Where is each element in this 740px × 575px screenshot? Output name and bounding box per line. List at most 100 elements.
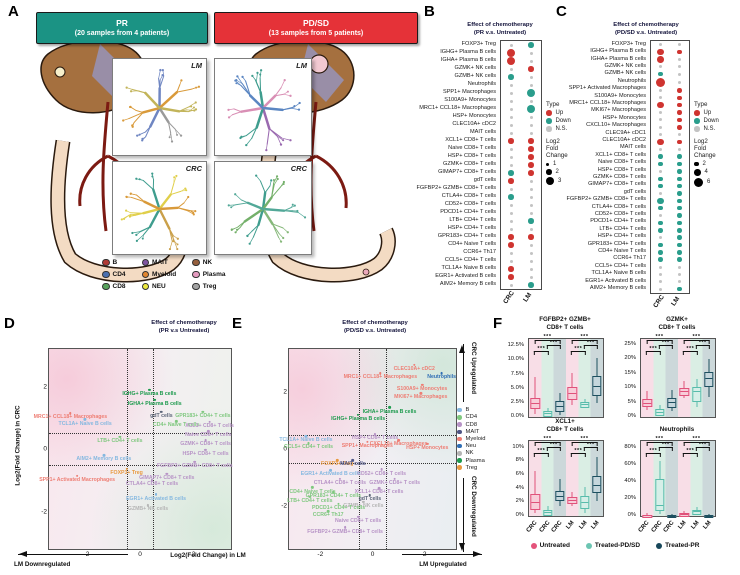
dot-cell [651,77,670,87]
treatment-color-dot [585,542,592,549]
box [579,496,590,510]
cell-type-label: GZMK+ CD8+ T cells [443,161,496,167]
y-tick-label: 12.5% [507,342,524,349]
dot-cell [501,65,521,73]
panel-e-lineage-legend: B CD4 CD8 MAIT Myeloid Neu NK Plasma Treg [457,406,507,472]
expression-dot [677,102,682,108]
type-legend-title: Type [546,101,560,108]
cell-type-label: HSP+ CD8+ T cells [597,166,646,173]
expression-dot [508,194,514,200]
expression-dot [528,162,534,168]
expression-dot [657,138,664,146]
lineage-color-dot [457,436,462,442]
expression-dot [529,115,533,119]
type-legend-title: Type [694,101,708,108]
dot-cell [501,89,521,97]
scatter-point: XCL1+ CD8+ T cells [185,420,234,428]
dot-cell [651,153,670,160]
inset-tag: CRC [290,164,307,173]
cell-type-label: CCL5+ CD4+ T cells [594,262,646,269]
dot-cell [501,137,521,145]
scatter-point: MRC1+ CCL18+ Macrophages [344,371,417,380]
dot-row [651,56,689,63]
expression-dot [529,187,533,191]
panel-b-label: B [424,3,435,20]
lineage-legend-item: MAIT [141,257,177,268]
lineage-color-dot [457,443,462,449]
point-dot [326,509,330,513]
lineage-legend-label: Plasma [202,271,226,278]
point-label: Naive CD8+ T cells [335,517,382,524]
point-dot [356,413,360,417]
dot-cell [670,138,689,145]
panel-c-title-line1: Effect of chemotherapy [613,22,679,28]
lineage-legend-label: NEU [152,283,166,290]
box [667,398,677,409]
lineage-legend-item: Myeloid [457,436,507,442]
expression-dot [659,118,662,122]
median-line [692,391,701,392]
y-tick-label: 25% [624,340,636,347]
point-dot [125,467,128,470]
expression-dot [508,274,514,280]
expression-dot [677,139,682,145]
scatter-point: XCL1+ CD8+ T cells [355,487,403,495]
size-legend-item: 2 [546,169,588,175]
lineage-legend-item: B [457,407,507,413]
significance-bracket: *** [683,448,698,457]
treatment-legend-item: Treated-PD/SD [585,542,640,549]
scatter-point: Neutrophils [427,371,456,380]
type-legend-item: Down [546,118,588,124]
dot-row [501,201,541,209]
dot-cell [521,121,541,129]
significance-stars: *** [661,441,670,448]
dot-row [651,48,689,56]
significance-bracket: *** [658,340,673,350]
expression-dot [677,154,682,159]
cell-type-label: MAIT cells [469,129,496,135]
dot-row [501,193,541,201]
scatter-point: IGHA+ Plasma B cells [128,398,182,407]
lineage-color-dot [457,407,462,413]
panel-d-title-line1: Effect of chemotherapy [151,320,217,326]
boxplot-area: *** *** *** *** *** *** [528,334,604,418]
expression-dot [529,259,533,263]
expression-dot [677,228,682,233]
point-dot [118,435,122,439]
dot-row [651,219,689,226]
scatter-point: CTLA4+ CD8+ T cells [314,477,366,486]
expression-dot [678,72,681,76]
dot-row [651,168,689,175]
panel-a-lineage-legend: B CD4 CD8 MAIT Myeloid NEU NK Plasma Treg [102,257,226,292]
expression-dot [528,282,534,288]
panel-b-dot-matrix [500,40,542,290]
dot-row [651,271,689,278]
significance-stars: *** [543,436,552,443]
expression-dot [529,203,533,207]
expression-dot [658,183,663,189]
point-label: LTB+ CD4+ T cells [97,437,143,444]
dot-row [501,89,541,97]
lineage-color-dot [457,458,462,463]
cell-type-label: MRC1+ CCL18+ Macrophages [569,99,646,106]
cell-type-label: LTB+ CD4+ T cells [449,217,496,223]
box [530,493,540,510]
expression-dot [507,49,515,57]
boxplot-title-line2: CD8+ T cells [658,324,696,332]
expression-dot [528,218,534,224]
dot-cell [501,41,521,49]
dot-cell [670,168,689,175]
dot-cell [670,78,689,87]
significance-bracket: *** [646,346,661,356]
point-dot [337,502,340,506]
expression-dot [509,107,513,111]
dot-cell [521,185,541,193]
lineage-legend-label: B [465,407,470,414]
size-legend-title-line: Fold [546,145,559,152]
lineage-color-dot [457,422,462,427]
dot-row [501,145,541,153]
point-dot [304,434,308,438]
cell-type-label: IGHG+ Plasma B cells [440,49,496,55]
phylogenetic-tree [227,174,307,245]
dot-row [651,41,689,48]
